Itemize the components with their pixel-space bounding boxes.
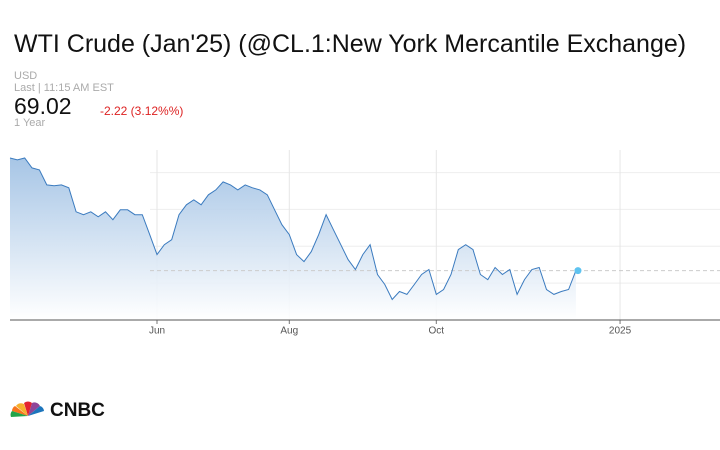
cnbc-logo: CNBC [10, 400, 105, 421]
last-label: Last | 11:15 AM EST [14, 82, 114, 94]
logo-text: CNBC [50, 400, 105, 421]
last-point [574, 267, 582, 275]
plot: Jun Aug Oct 2025 [9, 150, 720, 337]
x-tick-label: Oct [429, 326, 445, 337]
price: 69.02 [14, 93, 72, 119]
change: -2.22 (3.12%%) [100, 104, 184, 118]
x-tick-label: Aug [280, 326, 298, 337]
chart-title: WTI Crude (Jan'25) (@CL.1:New York Merca… [14, 30, 687, 58]
currency: USD [14, 70, 38, 82]
x-tick-label: 2025 [609, 326, 632, 337]
area [10, 158, 576, 320]
period: 1 Year [14, 117, 46, 129]
price-line [9, 157, 577, 301]
x-tick-label: Jun [149, 326, 165, 337]
